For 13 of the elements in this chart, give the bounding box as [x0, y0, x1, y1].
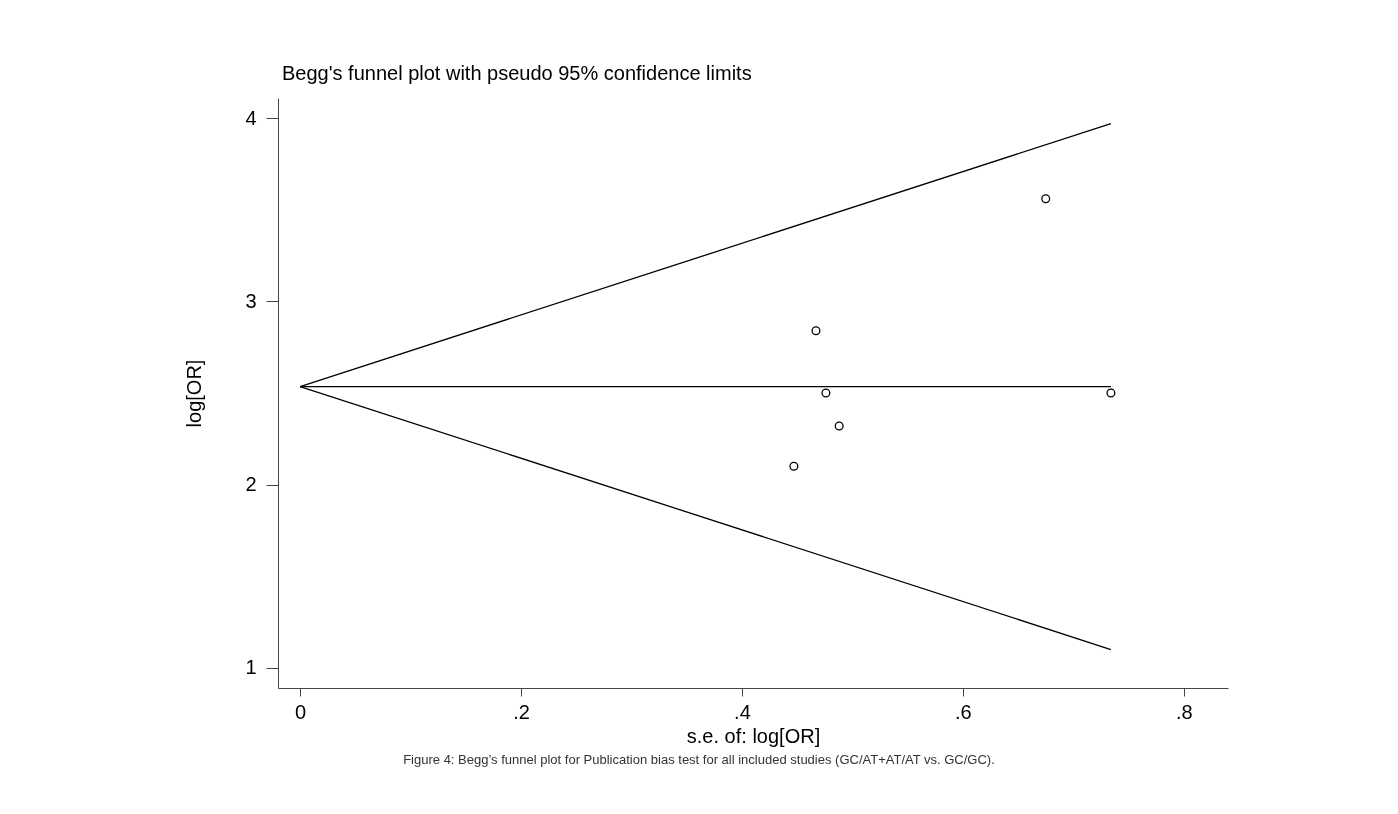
x-tick-label: .6: [955, 700, 972, 723]
x-tick-label: .8: [1175, 700, 1193, 723]
x-tick-label: .2: [513, 700, 530, 723]
y-tick-label: 3: [245, 289, 257, 312]
y-tick-label: 4: [245, 106, 257, 129]
y-axis-title: log[OR]: [183, 359, 206, 428]
x-tick-label: 0: [295, 700, 307, 723]
chart-title: Begg's funnel plot with pseudo 95% confidence limits: [282, 62, 752, 84]
y-tick-label: 1: [245, 656, 257, 679]
y-tick-label: 2: [245, 473, 257, 496]
x-axis-title: s.e. of: log[OR]: [686, 724, 821, 747]
caption: Figure 4: Begg’s funnel plot for Publication bias test for all included studies (GC/AT+AT/AT vs. GC/GC).: [402, 752, 996, 767]
x-tick-label: .4: [734, 700, 751, 723]
